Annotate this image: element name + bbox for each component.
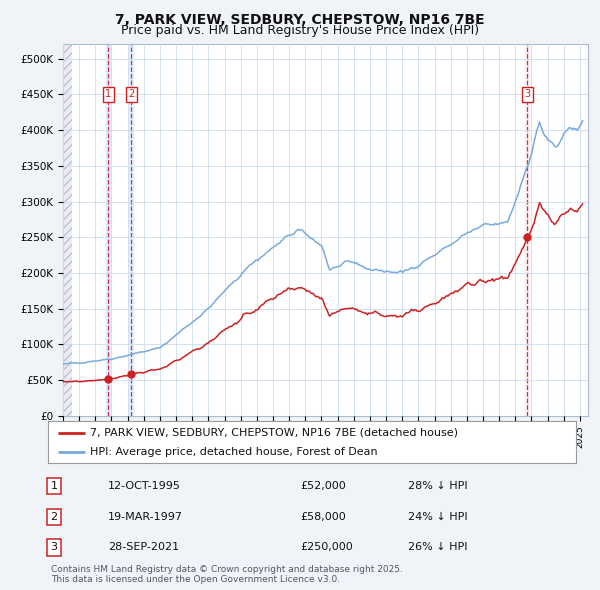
- Text: Price paid vs. HM Land Registry's House Price Index (HPI): Price paid vs. HM Land Registry's House …: [121, 24, 479, 37]
- Point: [523, 232, 532, 242]
- Text: Contains HM Land Registry data © Crown copyright and database right 2025.
This d: Contains HM Land Registry data © Crown c…: [51, 565, 403, 584]
- Text: 28-SEP-2021: 28-SEP-2021: [108, 542, 179, 552]
- Text: £58,000: £58,000: [300, 512, 346, 522]
- Text: 3: 3: [524, 89, 530, 99]
- Text: HPI: Average price, detached house, Forest of Dean: HPI: Average price, detached house, Fore…: [90, 447, 378, 457]
- Bar: [106, 44, 110, 416]
- Text: 24% ↓ HPI: 24% ↓ HPI: [408, 512, 467, 522]
- Bar: [526, 44, 529, 416]
- Text: 2: 2: [128, 89, 134, 99]
- Text: £52,000: £52,000: [300, 481, 346, 491]
- Text: 28% ↓ HPI: 28% ↓ HPI: [408, 481, 467, 491]
- Point: [103, 374, 113, 384]
- Bar: [63, 44, 72, 416]
- Text: 7, PARK VIEW, SEDBURY, CHEPSTOW, NP16 7BE: 7, PARK VIEW, SEDBURY, CHEPSTOW, NP16 7B…: [115, 13, 485, 27]
- Point: [127, 370, 136, 379]
- Text: 7, PARK VIEW, SEDBURY, CHEPSTOW, NP16 7BE (detached house): 7, PARK VIEW, SEDBURY, CHEPSTOW, NP16 7B…: [90, 428, 458, 438]
- Bar: [129, 44, 133, 416]
- Text: 19-MAR-1997: 19-MAR-1997: [108, 512, 183, 522]
- Text: 12-OCT-1995: 12-OCT-1995: [108, 481, 181, 491]
- Text: 2: 2: [50, 512, 58, 522]
- Text: 26% ↓ HPI: 26% ↓ HPI: [408, 542, 467, 552]
- Text: 1: 1: [50, 481, 58, 491]
- Text: 1: 1: [105, 89, 111, 99]
- Text: 3: 3: [50, 542, 58, 552]
- Text: £250,000: £250,000: [300, 542, 353, 552]
